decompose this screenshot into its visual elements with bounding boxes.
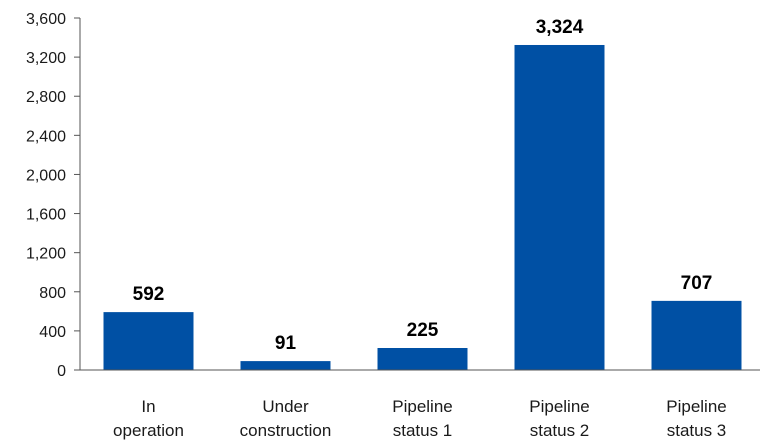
y-tick-label: 400 <box>39 324 66 341</box>
x-tick-label: In operation <box>113 397 184 440</box>
x-tick-label-line: status 2 <box>530 421 590 440</box>
y-tick-label: 0 <box>57 363 66 380</box>
bar <box>103 312 194 370</box>
bar <box>651 300 742 370</box>
y-tick-label: 3,200 <box>26 50 66 67</box>
bar <box>514 44 605 371</box>
y-tick-label: 1,600 <box>26 207 66 224</box>
x-tick-label: Pipeline status 1 <box>392 397 453 440</box>
x-tick-label: Pipeline status 2 <box>529 397 590 440</box>
y-tick-label: 1,200 <box>26 246 66 263</box>
x-tick-label-line: Pipeline <box>392 397 453 416</box>
data-label: 707 <box>681 273 713 294</box>
x-tick-label-line: Pipeline <box>529 397 590 416</box>
data-label: 3,324 <box>536 17 584 38</box>
x-tick-label: Under construction <box>240 397 332 440</box>
data-label: 225 <box>407 320 439 341</box>
data-labels: 592 91 225 3,324 707 <box>133 17 713 354</box>
data-label: 91 <box>275 333 297 354</box>
x-tick-label-line: construction <box>240 421 332 440</box>
x-tick-label-line: operation <box>113 421 184 440</box>
data-label: 592 <box>133 284 165 305</box>
y-tick-label: 800 <box>39 285 66 302</box>
x-tick-label-line: Under <box>262 397 309 416</box>
bar <box>377 348 468 370</box>
x-tick-label-line: Pipeline <box>666 397 727 416</box>
x-tick-label-line: In <box>141 397 155 416</box>
y-axis: 0 400 800 1,200 1,600 2,000 2,400 2,800 3,200 3,6… <box>26 11 81 380</box>
x-tick-label-line: status 3 <box>667 421 727 440</box>
x-tick-label: Pipeline status 3 <box>666 397 727 440</box>
bars <box>103 44 742 371</box>
y-tick-label: 3,600 <box>26 11 66 28</box>
y-tick-label: 2,400 <box>26 128 66 145</box>
x-tick-label-line: status 1 <box>393 421 453 440</box>
y-tick-label: 2,800 <box>26 89 66 106</box>
x-axis: In operation Under construction Pipeline stat… <box>80 369 760 440</box>
bar <box>240 361 331 370</box>
y-tick-label: 2,000 <box>26 167 66 184</box>
